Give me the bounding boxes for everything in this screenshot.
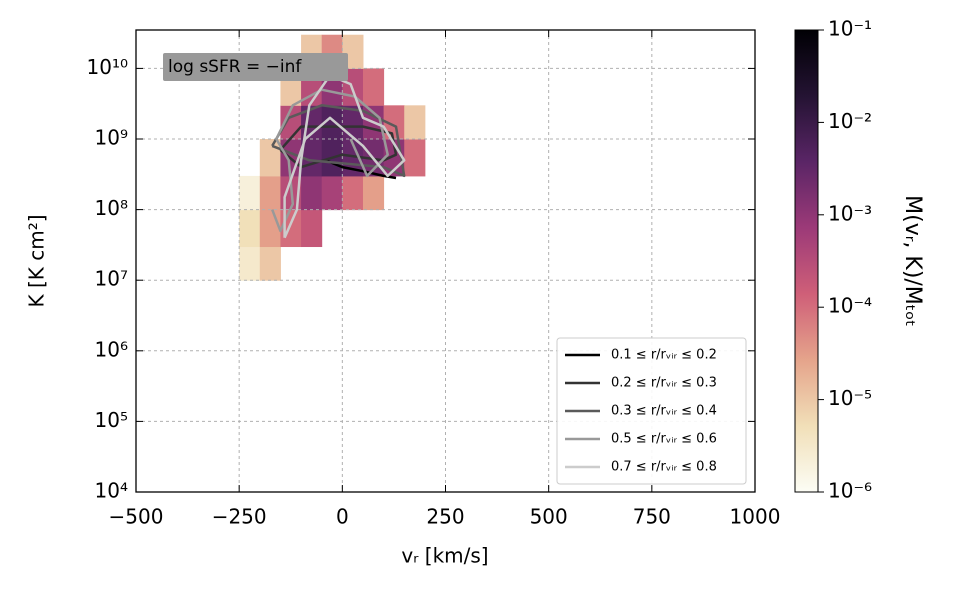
colorbar xyxy=(794,29,819,493)
x-tick-label: −250 xyxy=(212,505,267,529)
colorbar-tick-label: 10⁻³ xyxy=(828,201,872,225)
heatmap-cell xyxy=(362,68,385,106)
colorbar-tick-label: 10⁻² xyxy=(828,109,872,133)
y-tick-label: 10⁷ xyxy=(95,267,128,291)
contour-line xyxy=(271,88,389,233)
legend-label: 0.7 ≤ r/rᵥᵢᵣ ≤ 0.8 xyxy=(611,460,717,475)
x-tick-label: 500 xyxy=(530,505,568,529)
legend-label: 0.2 ≤ r/rᵥᵢᵣ ≤ 0.3 xyxy=(611,376,717,391)
heatmap-cell xyxy=(239,246,261,281)
heatmap-cell xyxy=(259,139,281,177)
heatmap-cell xyxy=(301,139,323,177)
x-tick-label: 0 xyxy=(336,505,349,529)
colorbar-label: M(vᵣ, K)/Mₜₒₜ xyxy=(900,195,925,327)
y-tick-label: 10⁶ xyxy=(95,337,128,361)
heatmap-cell xyxy=(259,175,281,211)
heatmap-cell xyxy=(342,175,364,211)
legend-box xyxy=(556,337,747,485)
heatmap-cell xyxy=(321,175,343,211)
heatmap-cell xyxy=(259,209,281,248)
contour-line xyxy=(271,104,406,178)
legend-label: 0.3 ≤ r/rᵥᵢᵣ ≤ 0.4 xyxy=(611,404,717,419)
heatmap-cell xyxy=(321,105,343,140)
heatmap-cell xyxy=(239,175,261,211)
y-axis-label: K [K cm²] xyxy=(25,214,49,307)
annotation-box xyxy=(163,53,348,81)
colorbar-tick-label: 10⁻⁵ xyxy=(828,386,872,410)
heatmap-cell xyxy=(301,209,323,248)
x-tick-label: −500 xyxy=(109,505,164,529)
legend-label: 0.5 ≤ r/rᵥᵢᵣ ≤ 0.6 xyxy=(611,432,717,447)
heatmap-cell xyxy=(259,246,281,281)
heatmap-cell xyxy=(383,105,405,140)
colorbar-tick-label: 10⁻⁶ xyxy=(828,479,872,503)
y-tick-label: 10⁸ xyxy=(95,196,128,220)
annotation: log sSFR = −inf xyxy=(168,57,302,77)
contour-line xyxy=(283,74,406,239)
y-tick-label: 10⁵ xyxy=(95,408,128,432)
heatmap-cell xyxy=(342,105,364,140)
heatmap-cell xyxy=(404,139,426,177)
legend-label: 0.1 ≤ r/rᵥᵢᵣ ≤ 0.2 xyxy=(611,348,717,363)
x-tick-label: 750 xyxy=(633,505,671,529)
y-tick-label: 10⁴ xyxy=(95,479,128,503)
heatmap-cell xyxy=(301,175,323,211)
x-axis-label: vᵣ [km/s] xyxy=(401,544,488,568)
x-tick-label: 250 xyxy=(426,505,464,529)
heatmap-cell xyxy=(362,175,385,211)
contours xyxy=(271,74,406,239)
x-tick-label: 1000 xyxy=(730,505,781,529)
colorbar-tick-label: 10⁻⁴ xyxy=(828,294,872,318)
colorbar-tick-label: 10⁻¹ xyxy=(828,17,872,41)
heatmap-cell xyxy=(239,209,261,248)
heatmap-cell xyxy=(404,105,426,140)
y-tick-label: 10¹⁰ xyxy=(87,55,128,79)
y-tick-label: 10⁹ xyxy=(95,126,128,150)
